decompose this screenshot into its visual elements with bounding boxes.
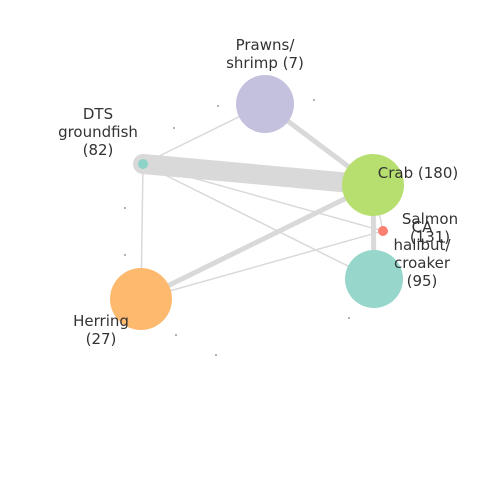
node-herring [110, 268, 172, 330]
edge-dts-salmon [142, 163, 384, 232]
node-label-line: DTS [83, 105, 113, 123]
node-dts [138, 159, 148, 169]
edge-dts-crab [133, 154, 383, 195]
minor-dot [348, 317, 350, 319]
edge-herring-salmon [140, 230, 384, 300]
node-label-prawns: Prawns/shrimp (7) [226, 36, 304, 72]
label-layer: Prawns/shrimp (7) DTS groundfish (82) Crab (… [58, 36, 458, 348]
node-label-line: groundfish [58, 123, 138, 141]
node-layer [110, 75, 404, 330]
node-label-line: (27) [86, 330, 117, 348]
node-label-line: (131) [410, 228, 450, 246]
edge-herring-crab [138, 182, 376, 302]
node-label-line: Prawns/ [236, 36, 296, 54]
node-label-line: (82) [83, 141, 114, 159]
node-label-line: shrimp (7) [226, 54, 304, 72]
edge-dts-ca-halibut [142, 163, 375, 280]
minor-dot [173, 127, 175, 129]
node-label-line: Herring [73, 312, 129, 330]
minor-dot [124, 254, 126, 256]
minor-dot-layer [124, 99, 350, 356]
node-label-line: CA [412, 218, 433, 236]
node-crab [342, 154, 404, 216]
node-label-crab: Crab (180) [378, 164, 458, 182]
node-ca-halibut [345, 250, 403, 308]
node-label-line: croaker [394, 254, 451, 272]
node-label-line: (95) [407, 272, 438, 290]
node-prawns [236, 75, 294, 133]
minor-dot [313, 99, 315, 101]
minor-dot [217, 105, 219, 107]
minor-dot [124, 207, 126, 209]
node-label-line: Crab (180) [378, 164, 458, 182]
node-label-line: halibut/ [394, 236, 452, 254]
node-label-line: Salmon [402, 210, 458, 228]
node-label-herring: Herring (27) [73, 312, 129, 348]
minor-dot [215, 354, 217, 356]
minor-dot [175, 334, 177, 336]
node-label-dts: DTS groundfish (82) [58, 105, 138, 159]
node-label-ca-halibut: CA halibut/croaker (95) [394, 218, 452, 290]
node-salmon [378, 226, 388, 236]
node-label-salmon: Salmon (131) [402, 210, 458, 246]
